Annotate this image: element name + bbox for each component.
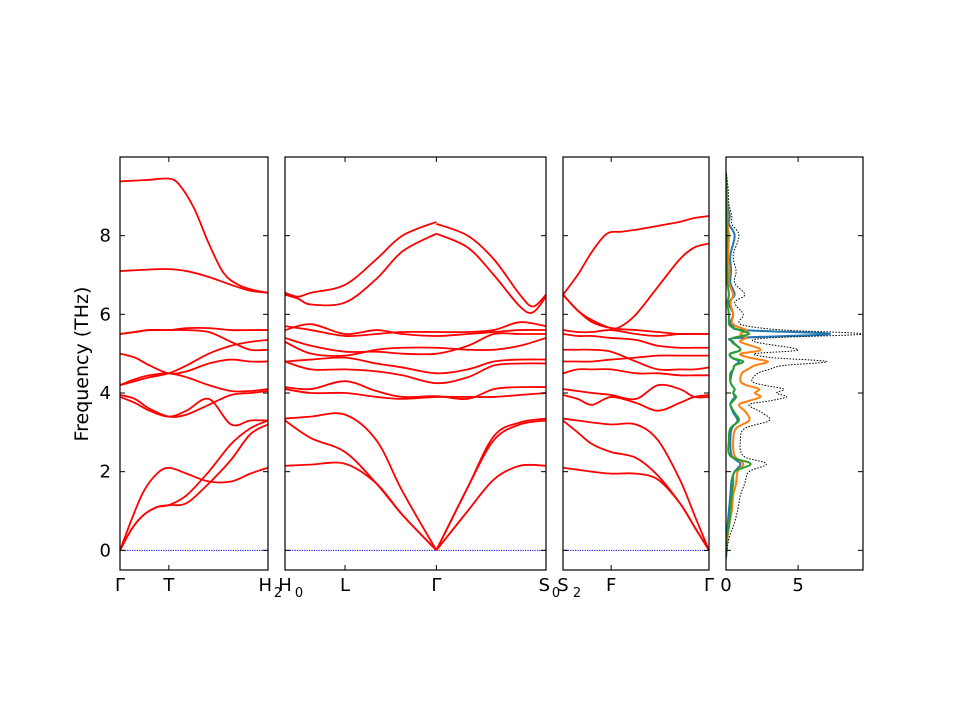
y-tick-label: 6 xyxy=(100,304,111,325)
phonon-band xyxy=(119,326,268,335)
partial-dos-curve xyxy=(726,172,831,559)
phonon-band xyxy=(284,337,547,357)
phonon-band xyxy=(119,352,269,375)
panel-frame xyxy=(119,156,269,571)
phonon-band xyxy=(284,419,438,551)
phonon-band xyxy=(284,412,438,551)
partial-dos-curve xyxy=(726,172,752,559)
phonon-band xyxy=(119,396,269,427)
dos-curves xyxy=(726,172,863,559)
phonon-band xyxy=(119,268,269,294)
phonon-band xyxy=(284,461,438,551)
high-symmetry-label: Γ xyxy=(704,575,714,596)
high-symmetry-label: S xyxy=(557,575,568,596)
phonon-band xyxy=(563,354,709,363)
phonon-band xyxy=(562,333,709,349)
high-symmetry-label: H xyxy=(258,575,272,596)
phonon-band xyxy=(562,368,709,377)
phonon-band xyxy=(119,372,269,393)
phonon-band xyxy=(284,332,546,356)
phonon-band xyxy=(562,215,710,296)
high-symmetry-label: Γ xyxy=(431,575,441,596)
total-dos-curve xyxy=(726,172,863,559)
phonon-band xyxy=(436,232,547,314)
phonon-band xyxy=(119,339,269,387)
phonon-band xyxy=(284,356,547,375)
label-subscript: 0 xyxy=(552,586,560,601)
panel-frame xyxy=(725,156,864,571)
partial-dos-curve xyxy=(726,172,769,559)
x-tick-label: 5 xyxy=(792,575,803,596)
phonon-band xyxy=(284,232,437,307)
high-symmetry-label: T xyxy=(162,575,175,596)
high-symmetry-label: Γ xyxy=(115,575,125,596)
high-symmetry-label: S xyxy=(539,575,550,596)
panel-frame xyxy=(562,156,710,571)
label-subscript: 0 xyxy=(295,586,303,601)
phonon-band xyxy=(562,394,710,412)
y-tick-label: 4 xyxy=(100,383,111,404)
phonon-band xyxy=(562,419,710,551)
label-subscript: 2 xyxy=(274,586,282,601)
y-tick-label: 2 xyxy=(100,462,111,483)
phonon-band xyxy=(562,383,710,401)
high-symmetry-label: H xyxy=(278,575,292,596)
y-tick-label: 0 xyxy=(100,540,111,561)
phonon-band xyxy=(119,466,269,551)
phonon-band xyxy=(119,423,269,551)
phonon-band xyxy=(284,221,437,298)
phonon-band xyxy=(435,417,547,551)
phonon-band xyxy=(562,242,710,330)
y-tick-label: 8 xyxy=(100,226,111,247)
x-tick-label: 0 xyxy=(720,575,731,596)
phonon-band xyxy=(119,329,269,352)
phonon-band xyxy=(119,177,269,294)
phonon-band xyxy=(563,348,710,371)
label-subscript: 2 xyxy=(573,586,581,601)
phonon-band xyxy=(562,417,710,551)
panel-frame xyxy=(284,156,547,571)
high-symmetry-label: L xyxy=(340,575,350,596)
phonon-band xyxy=(436,223,547,308)
high-symmetry-label: F xyxy=(606,575,616,596)
phonon-band xyxy=(562,466,710,551)
phonon-band xyxy=(284,321,547,337)
y-axis-label: Frequency (THz) xyxy=(71,287,93,442)
phonon-band xyxy=(284,360,547,385)
phonon-band xyxy=(284,388,547,400)
phonon-band xyxy=(435,463,547,551)
phonon-band xyxy=(119,390,269,418)
phonon-band xyxy=(284,323,547,337)
phonon-band xyxy=(284,380,547,401)
